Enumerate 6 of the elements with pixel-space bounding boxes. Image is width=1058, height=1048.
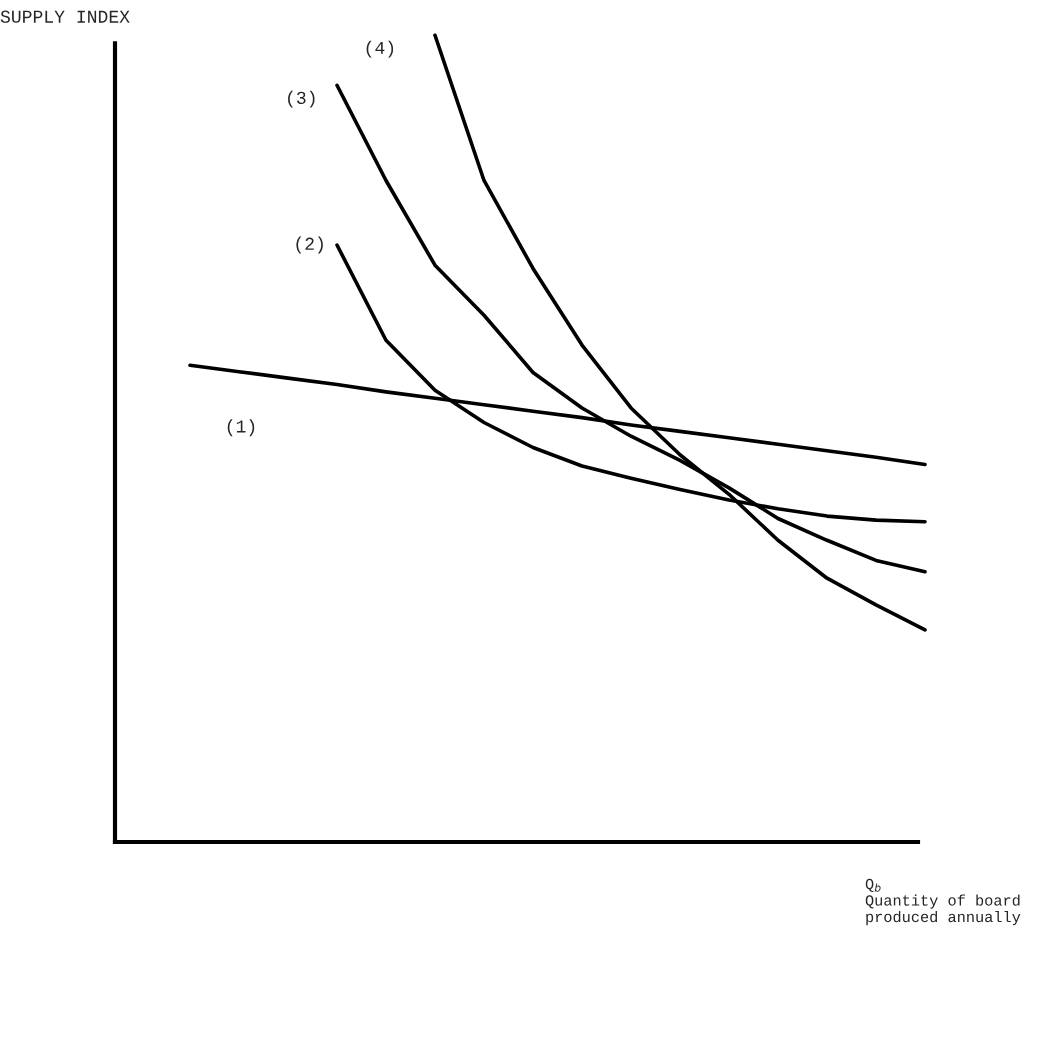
text: (1) <box>227 419 255 437</box>
series-label: (2) <box>296 236 323 254</box>
y-axis-title: SUPPLY INDEX <box>0 10 130 23</box>
text: (4) <box>366 40 394 58</box>
x-axis-title: Q$_{b}$ Quantity of board produced annually <box>865 878 1021 926</box>
series-label: (3) <box>288 90 315 108</box>
